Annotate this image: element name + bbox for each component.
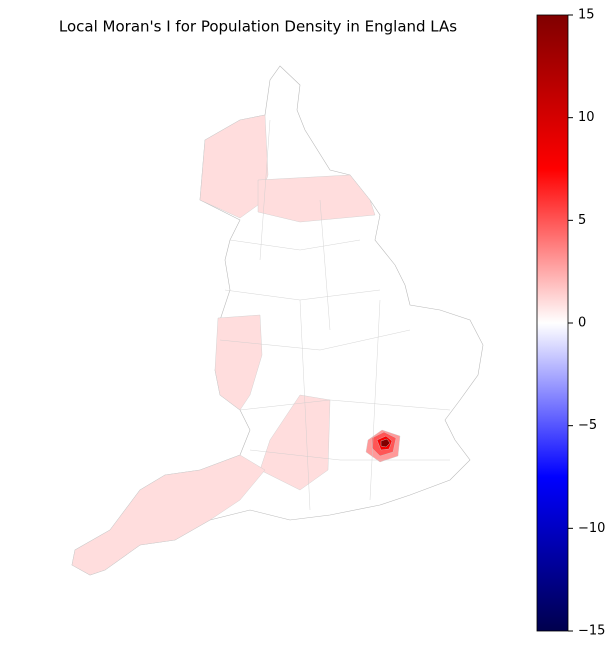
colorbar-tick-label: −5 [578, 418, 597, 433]
colorbar-tick-label: −15 [578, 624, 605, 639]
colorbar-tick-label: 15 [578, 8, 595, 23]
colorbar [536, 14, 569, 632]
map-title: Local Moran's I for Population Density i… [59, 18, 457, 36]
colorbar-ticks: −15 −10 −5 0 5 10 15 [568, 8, 605, 639]
region [380, 438, 391, 448]
la-boundaries [219, 119, 451, 511]
regions [71, 114, 401, 576]
region [214, 314, 263, 411]
colorbar-tick-label: 0 [578, 316, 586, 331]
region [257, 174, 376, 223]
colorbar-tick-label: −10 [578, 521, 605, 536]
colorbar-tick-label: 10 [578, 110, 595, 125]
colorbar-tick-label: 5 [578, 213, 586, 228]
region [71, 454, 266, 576]
